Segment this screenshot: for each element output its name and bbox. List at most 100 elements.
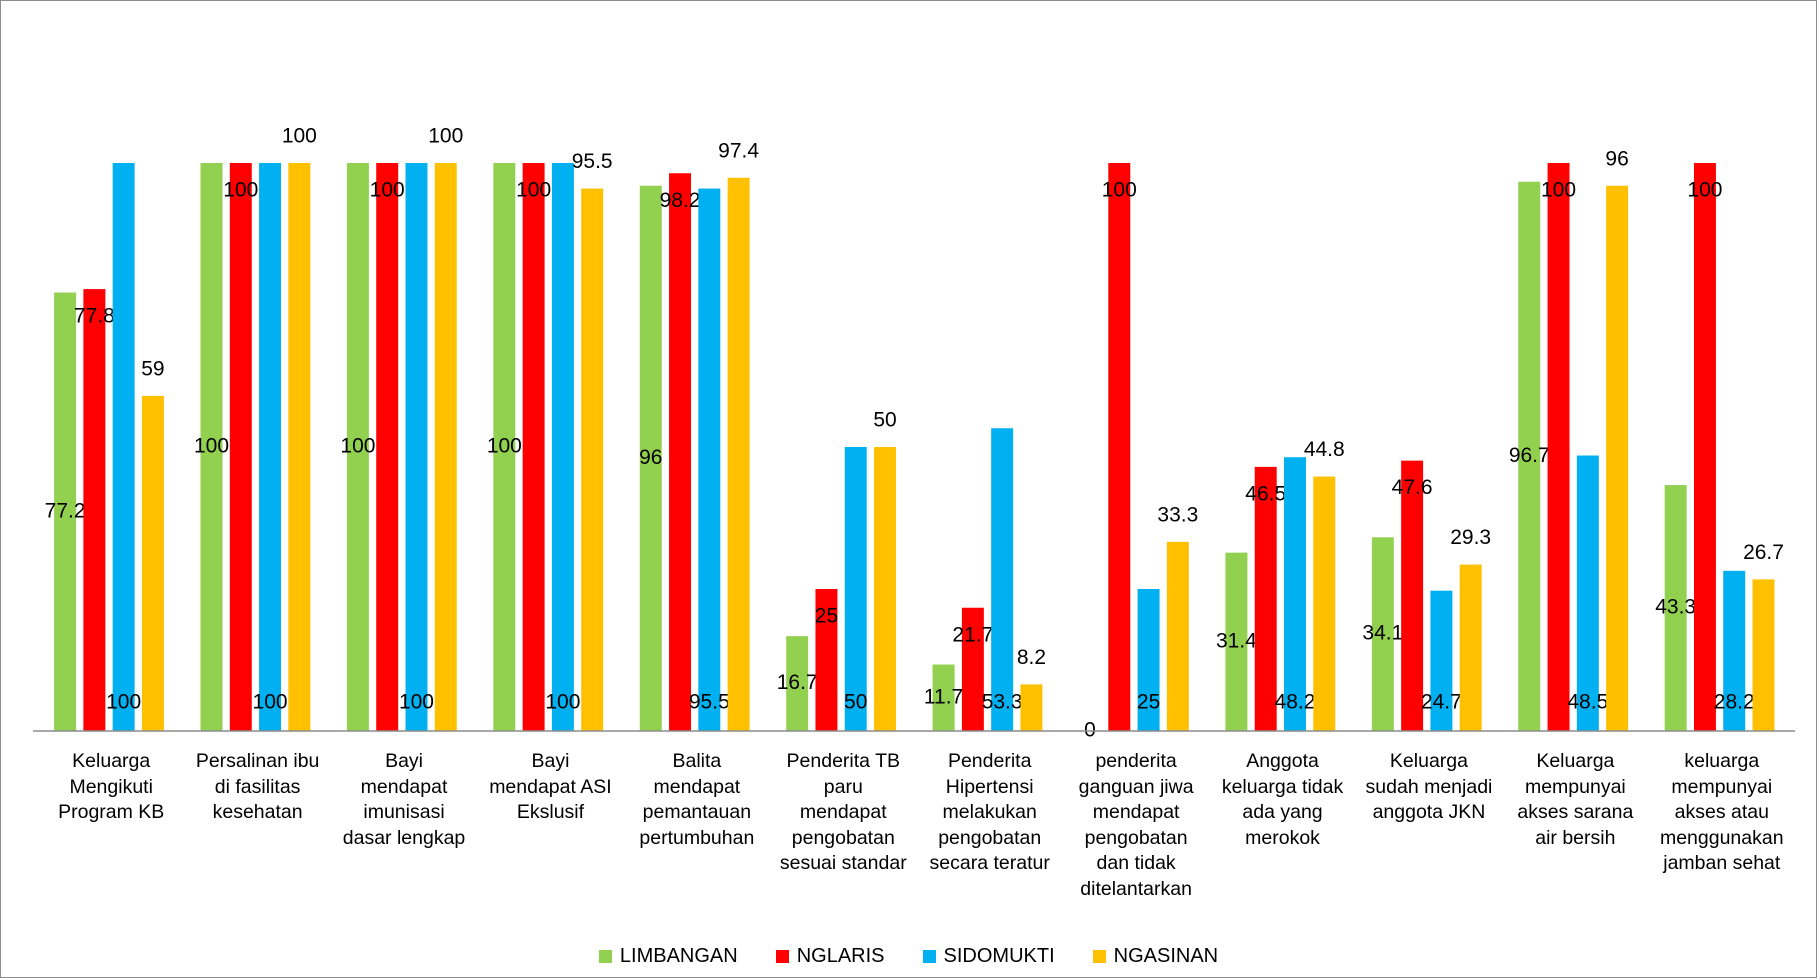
x-tick-label: Keluarga sudah menjadi anggota JKN [1365,750,1493,823]
bar [786,636,809,731]
bar [669,173,692,731]
data-label: 100 [194,435,229,458]
data-label: 50 [873,409,896,432]
x-tick-label: Keluarga mempunyai akses sarana air bers… [1517,750,1634,849]
data-label: 34.1 [1362,622,1403,645]
bar [727,177,750,731]
bar [1020,684,1043,731]
x-tick-label: Keluarga Mengikuti Program KB [58,750,165,823]
data-label: 48.2 [1275,691,1316,714]
bar [1693,163,1716,731]
data-label: 44.8 [1304,438,1345,461]
bar [1313,476,1336,731]
legend-label: LIMBANGAN [619,945,738,967]
bar [1518,181,1541,731]
data-label: 16.7 [777,671,818,694]
bar [1225,552,1248,731]
data-label: 25 [815,605,838,628]
data-label: 77.2 [45,499,86,522]
bar [83,289,106,731]
data-label: 100 [282,125,317,148]
bar [1108,163,1131,731]
data-label: 100 [516,179,551,202]
x-tick-label: Anggota keluarga tidak ada yang merokok [1221,750,1344,849]
bar [1752,579,1775,731]
data-label: 100 [487,435,522,458]
data-label: 100 [428,125,463,148]
bar [522,163,545,731]
data-label: 100 [370,179,405,202]
data-label: 95.5 [572,150,613,173]
bar [229,163,252,731]
bar [1723,570,1746,731]
x-tick-label: Persalinan ibu di fasilitas kesehatan [195,750,320,823]
bar [493,163,516,731]
data-label: 100 [340,435,375,458]
bar [288,163,311,731]
legend-item: LIMBANGAN [598,945,738,968]
x-tick-label: penderita ganguan jiwa mendapat pengobat… [1078,750,1194,900]
data-label: 100 [1102,179,1137,202]
bar [815,589,838,731]
data-label: 100 [1687,179,1722,202]
bar [551,163,574,731]
bar [844,447,867,731]
data-label: 25 [1137,691,1160,714]
data-label: 96 [639,446,662,469]
data-label: 47.6 [1392,476,1433,499]
bar [874,447,897,731]
data-label: 31.4 [1216,629,1257,652]
bar [1371,537,1394,731]
data-label: 28.2 [1714,691,1755,714]
bar [1430,590,1453,731]
bar [405,163,428,731]
x-tick-label: Bayi mendapat imunisasi dasar lengkap [342,750,466,849]
x-tick-label: keluarga mempunyai akses atau menggunaka… [1659,750,1784,874]
bar [259,163,282,731]
bar [1254,466,1277,731]
data-label: 0 [1084,719,1096,742]
legend: LIMBANGAN NGLARIS SIDOMUKTI NGASINAN [1,945,1816,968]
legend-item: SIDOMUKTI [922,945,1055,968]
data-label: 46.5 [1245,482,1286,505]
data-label: 53.3 [982,691,1023,714]
bar [639,185,662,732]
bar [1137,589,1160,731]
data-label: 21.7 [952,623,993,646]
data-label: 50 [844,691,867,714]
bar [932,664,955,731]
bar [1459,564,1482,731]
legend-label: SIDOMUKTI [943,945,1055,967]
x-tick-label: Bayi mendapat ASI Ekslusif [489,750,612,823]
data-label: 26.7 [1743,541,1784,564]
data-label: 29.3 [1450,526,1491,549]
legend-label: NGASINAN [1113,945,1219,967]
data-label: 11.7 [924,685,963,708]
bar [1547,163,1570,731]
legend-swatch [598,950,612,963]
data-label: 100 [253,691,288,714]
x-tick-label: Penderita TB paru mendapat pengobatan se… [779,750,907,874]
bar [1401,460,1424,731]
bar [1166,541,1189,731]
bar [961,607,984,731]
data-label: 95.5 [689,691,730,714]
data-label: 59 [141,357,164,380]
data-label: 100 [545,691,580,714]
legend-swatch [922,950,936,963]
bar [1284,457,1306,731]
bar [200,163,223,731]
data-label: 97.4 [718,139,759,162]
data-label: 8.2 [1017,646,1046,669]
x-tick-label: Balita mendapat pemantauan pertumbuhan [639,750,755,849]
legend-label: NGLARIS [796,945,885,967]
data-label: 100 [223,179,258,202]
data-label: 100 [106,691,141,714]
bar [698,188,721,731]
legend-swatch [1092,950,1106,963]
bar [112,163,135,731]
data-label: 96.7 [1509,444,1550,467]
data-label: 100 [399,691,434,714]
